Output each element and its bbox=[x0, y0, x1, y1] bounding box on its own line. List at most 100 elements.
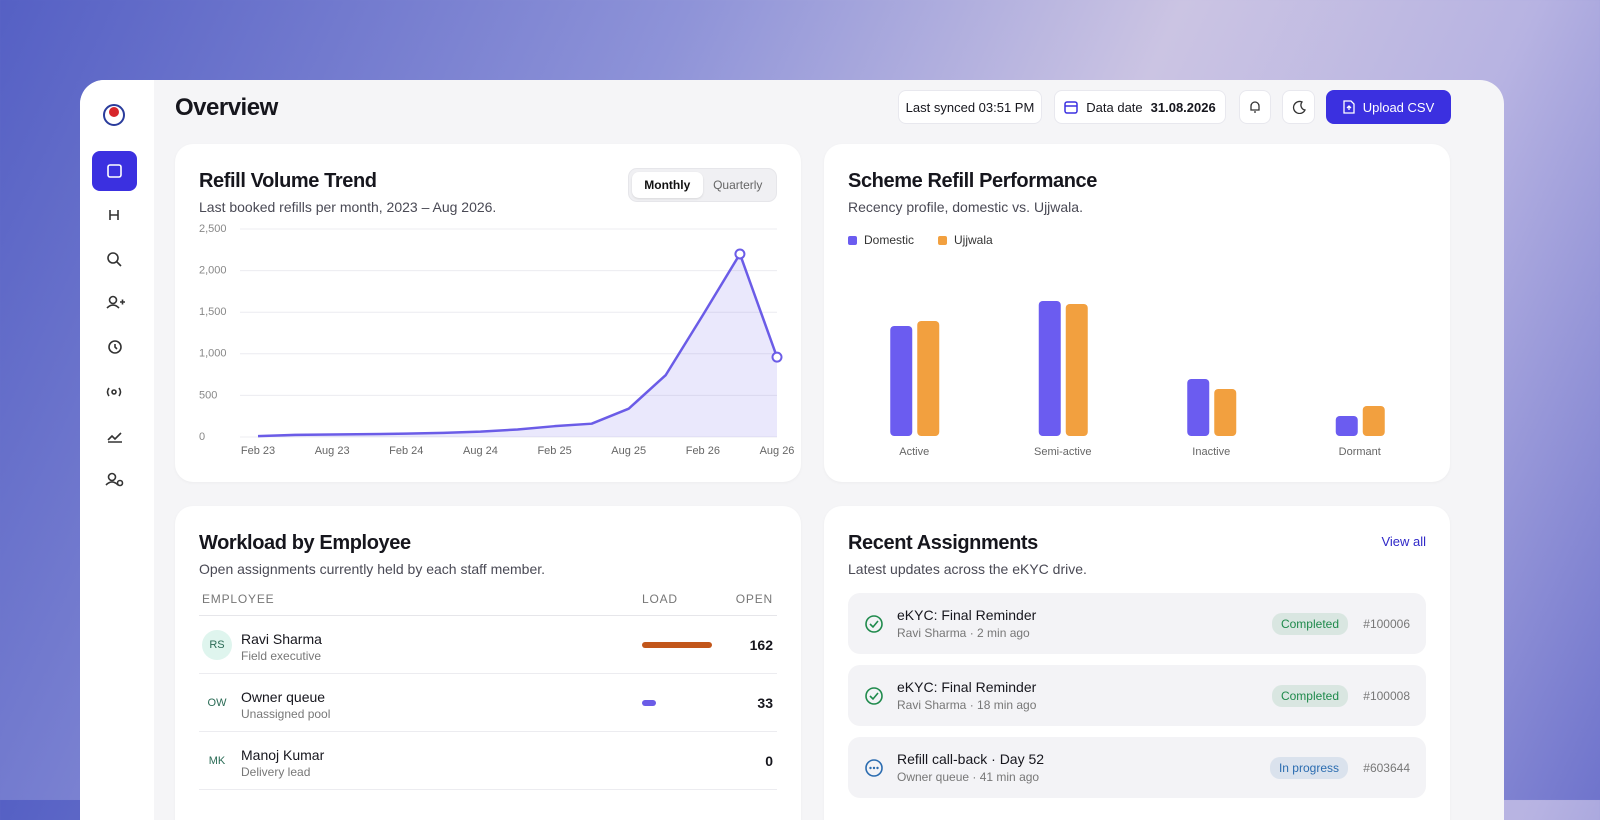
icon-dot bbox=[876, 766, 879, 770]
column-header: EMPLOYEE bbox=[202, 592, 275, 606]
nav-broadcast[interactable] bbox=[111, 389, 117, 395]
column-header: OPEN bbox=[735, 592, 773, 606]
status-pill: Completed bbox=[1271, 613, 1348, 635]
card-subtitle: Open assignments currently held by each … bbox=[199, 561, 546, 577]
y-tick-label: 1,500 bbox=[199, 306, 227, 318]
nav-add-user[interactable] bbox=[108, 295, 118, 305]
x-tick-label: Feb 26 bbox=[686, 445, 720, 457]
assignment-title: Refill call-back · Day 52 bbox=[897, 751, 1045, 767]
page-title: Overview bbox=[175, 94, 278, 121]
sidebar-icons bbox=[92, 104, 137, 487]
open-count: 33 bbox=[757, 695, 773, 711]
employee-name: Owner queue bbox=[241, 689, 326, 705]
data-date-value: 31.08.2026 bbox=[1150, 99, 1216, 115]
scheme-performance-card: Scheme Refill Performance Recency profil… bbox=[824, 144, 1450, 482]
bar bbox=[1214, 389, 1237, 436]
nav-analytics[interactable] bbox=[107, 432, 122, 443]
assignment-id: #100008 bbox=[1363, 689, 1410, 703]
card-subtitle: Latest updates across the eKYC drive. bbox=[848, 561, 1087, 577]
x-tick-label: Feb 23 bbox=[241, 445, 275, 457]
employee-name: Ravi Sharma bbox=[241, 631, 322, 647]
y-tick-label: 2,500 bbox=[199, 223, 227, 235]
nav-dashboard[interactable] bbox=[92, 151, 137, 191]
point-marker bbox=[771, 351, 783, 363]
assignment-id: #100006 bbox=[1363, 617, 1410, 631]
x-tick-label: Dormant bbox=[1339, 446, 1381, 458]
assignment-item[interactable]: eKYC: Final Reminder Ravi Sharma · 18 min… bbox=[848, 665, 1426, 726]
logo-mark bbox=[109, 107, 119, 117]
status-pill: In progress bbox=[1269, 757, 1348, 779]
legend-label: Domestic bbox=[864, 233, 914, 247]
legend-swatch bbox=[938, 236, 948, 245]
y-tick-label: 1,000 bbox=[199, 348, 227, 360]
assignment-title: eKYC: Final Reminder bbox=[897, 679, 1037, 695]
employee-name: Manoj Kumar bbox=[241, 747, 325, 763]
y-tick-label: 500 bbox=[199, 389, 217, 401]
avatar: OW bbox=[207, 697, 227, 709]
icon-ring bbox=[865, 615, 883, 633]
recent-assignments-card: Recent Assignments Latest updates across… bbox=[824, 506, 1450, 820]
legend-label: Ujjwala bbox=[954, 233, 993, 247]
assignment-id: #603644 bbox=[1363, 761, 1410, 775]
x-tick-label: Aug 24 bbox=[463, 445, 498, 457]
bar bbox=[1335, 416, 1358, 436]
status-icon bbox=[865, 615, 883, 633]
status-pill: Completed bbox=[1271, 685, 1348, 707]
period-toggle: Monthly Quarterly bbox=[628, 168, 777, 202]
card-title: Recent Assignments bbox=[848, 532, 1038, 554]
legend-swatch bbox=[848, 236, 857, 245]
view-all-link[interactable]: View all bbox=[1381, 534, 1426, 549]
refill-trend-card: Refill Volume Trend Last booked refills … bbox=[175, 144, 801, 482]
notifications[interactable] bbox=[1239, 90, 1271, 124]
x-tick-label: Aug 23 bbox=[315, 445, 350, 457]
x-tick-label: Inactive bbox=[1192, 446, 1230, 458]
open-count: 162 bbox=[749, 637, 773, 653]
chart-svg: 0 500 1,000 1,500 2,000 2,500 Feb 23 Aug 23 Feb … bbox=[199, 223, 794, 457]
load-bar bbox=[642, 642, 712, 648]
x-tick-label: Active bbox=[899, 446, 929, 458]
card-title: Refill Volume Trend bbox=[199, 170, 377, 192]
line bbox=[257, 252, 779, 438]
point-marker bbox=[734, 248, 746, 260]
icon bbox=[107, 164, 122, 178]
avatar: RS bbox=[202, 630, 232, 660]
theme-toggle[interactable] bbox=[1282, 90, 1315, 124]
employee-role: Delivery lead bbox=[241, 765, 311, 779]
calendar-icon bbox=[1064, 101, 1079, 114]
employee-role: Unassigned pool bbox=[241, 707, 331, 721]
file-icon bbox=[1343, 100, 1355, 114]
nav-search[interactable] bbox=[107, 252, 119, 264]
nav-history[interactable] bbox=[108, 340, 122, 354]
bar bbox=[1038, 301, 1061, 436]
icon-check bbox=[869, 692, 879, 701]
y-tick-label: 2,000 bbox=[199, 265, 227, 277]
icon-check bbox=[869, 620, 879, 629]
toggle-option[interactable]: Quarterly bbox=[713, 178, 763, 192]
x-tick-label: Feb 25 bbox=[537, 445, 571, 457]
upload-csv-text: Upload CSV bbox=[1362, 99, 1435, 115]
data-date-label: Data date bbox=[1086, 99, 1143, 115]
app-panel: Overview Last synced 03:51 PM Data date … bbox=[80, 80, 1504, 820]
icon-dot bbox=[869, 766, 872, 770]
bell-icon bbox=[1250, 101, 1260, 113]
assignment-meta: Ravi Sharma · 18 min ago bbox=[897, 698, 1037, 712]
table-row: RS Ravi Sharma Field executive 162 bbox=[199, 616, 777, 674]
nav-settings[interactable] bbox=[107, 472, 117, 482]
x-tick-label: Feb 24 bbox=[389, 445, 423, 457]
bar bbox=[1362, 406, 1385, 436]
bar bbox=[917, 321, 940, 436]
employee-role: Field executive bbox=[241, 649, 322, 663]
column-header: LOAD bbox=[642, 592, 678, 606]
nav-routes[interactable] bbox=[109, 210, 119, 220]
moon-icon bbox=[1292, 100, 1306, 114]
assignment-meta: Ravi Sharma · 2 min ago bbox=[897, 626, 1030, 640]
toggle-option[interactable]: Monthly bbox=[632, 172, 703, 198]
upload-csv-button[interactable]: Upload CSV bbox=[1326, 90, 1451, 124]
area bbox=[258, 253, 777, 437]
assignment-item[interactable]: Refill call-back · Day 52 Owner queue · 4… bbox=[848, 737, 1426, 798]
assignment-item[interactable]: eKYC: Final Reminder Ravi Sharma · 2 min … bbox=[848, 593, 1426, 654]
open-count: 0 bbox=[765, 753, 773, 769]
data-date[interactable]: Data date 31.08.2026 bbox=[1054, 90, 1226, 124]
workload-card: Workload by Employee Open assignments cu… bbox=[175, 506, 801, 820]
avatar: MK bbox=[208, 755, 226, 767]
